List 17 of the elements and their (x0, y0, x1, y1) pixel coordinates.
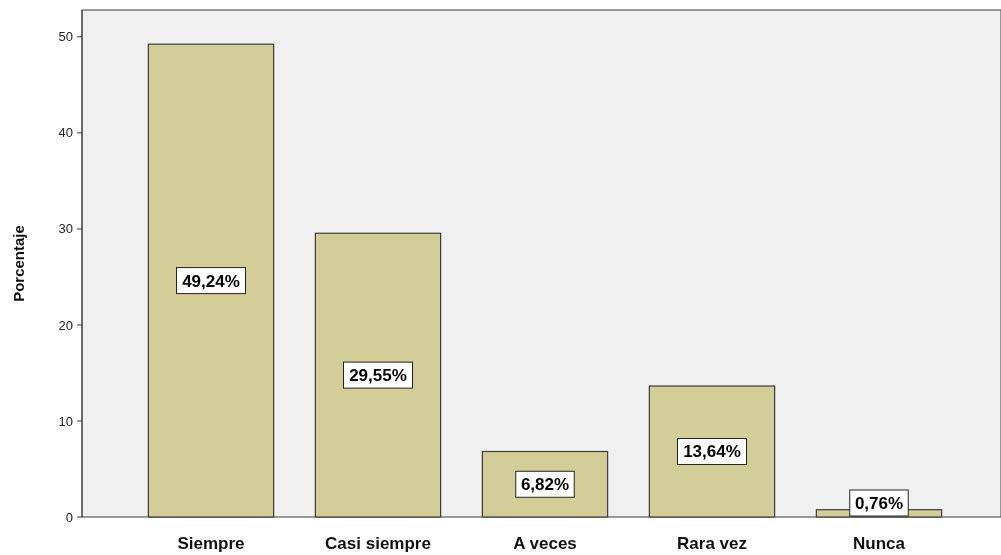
y-tick-label: 0 (65, 509, 73, 525)
y-tick-label: 40 (58, 125, 73, 141)
y-tick-label: 50 (58, 29, 73, 45)
data-label: 49,24% (182, 271, 240, 291)
x-tick-label: Nunca (853, 534, 906, 553)
x-tick-label: Casi siempre (325, 534, 431, 553)
data-label: 13,64% (683, 442, 741, 462)
x-tick-label: Rara vez (677, 534, 747, 553)
y-axis-title: Porcentaje (10, 225, 27, 302)
data-label: 6,82% (520, 475, 570, 495)
data-label: 0,76% (854, 493, 904, 513)
y-tick-label: 10 (58, 413, 73, 429)
x-tick-label: A veces (513, 534, 577, 553)
data-label: 29,55% (349, 366, 407, 386)
x-tick-label: Siempre (177, 534, 245, 553)
y-tick-label: 20 (58, 317, 73, 333)
y-tick-label: 30 (58, 221, 73, 237)
